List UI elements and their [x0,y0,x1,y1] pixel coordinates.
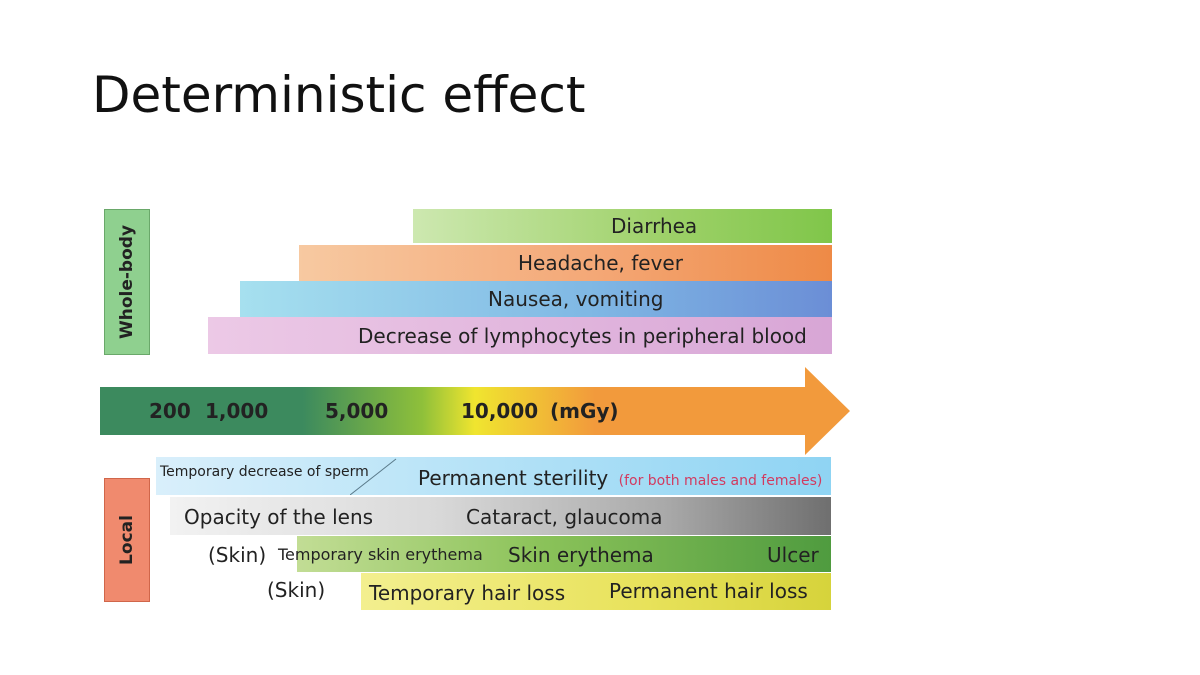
dose-label-5000: 5,000 [325,399,389,423]
skin-erythema-prefix: (Skin) [208,543,267,567]
whole-body-label: Whole-body [104,209,150,355]
local-label: Local [104,478,150,602]
headache-fever-label: Headache, fever [518,251,683,275]
dose-unit: (mGy) [550,399,619,423]
diarrhea-bar: Diarrhea [413,209,832,243]
temporary-decrease-sperm-label: Temporary decrease of sperm [160,464,369,480]
dose-arrow-shape [100,367,850,455]
whole-body-label-text: Whole-body [117,224,138,340]
sterility-bar [156,457,831,495]
dose-arrow [100,367,850,455]
headache-fever-bar: Headache, fever [299,245,832,281]
local-label-text: Local [117,515,138,565]
permanent-sterility-text: Permanent sterility (for both males and … [418,466,822,490]
dose-label-1000: 1,000 [205,399,269,423]
sterility-note: (for both males and females) [618,473,823,489]
opacity-lens-label: Opacity of the lens [184,505,374,529]
diarrhea-label: Diarrhea [611,214,698,238]
lymphocytes-bar: Decrease of lymphocytes in peripheral bl… [208,317,832,354]
hair-loss-prefix: (Skin) [267,578,326,602]
sperm-divider-line [350,458,397,495]
temporary-skin-erythema-label: Temporary skin erythema [278,545,483,564]
ulcer-label: Ulcer [767,543,819,567]
skin-erythema-label: Skin erythema [508,543,654,567]
permanent-sterility-label: Permanent sterility [418,466,609,490]
dose-label-10000: 10,000 [461,399,539,423]
hair-loss-bar [361,573,831,610]
lymphocytes-label: Decrease of lymphocytes in peripheral bl… [358,323,807,348]
permanent-hair-loss-label: Permanent hair loss [609,579,808,603]
nausea-vomiting-bar: Nausea, vomiting [240,281,832,317]
cataract-glaucoma-label: Cataract, glaucoma [466,505,663,529]
skin-erythema-bar [297,536,831,572]
lens-bar [170,497,831,535]
dose-label-200: 200 [149,399,191,423]
slide-title: Deterministic effect [92,66,586,124]
temporary-hair-loss-label: Temporary hair loss [369,581,566,605]
nausea-vomiting-label: Nausea, vomiting [488,287,664,311]
